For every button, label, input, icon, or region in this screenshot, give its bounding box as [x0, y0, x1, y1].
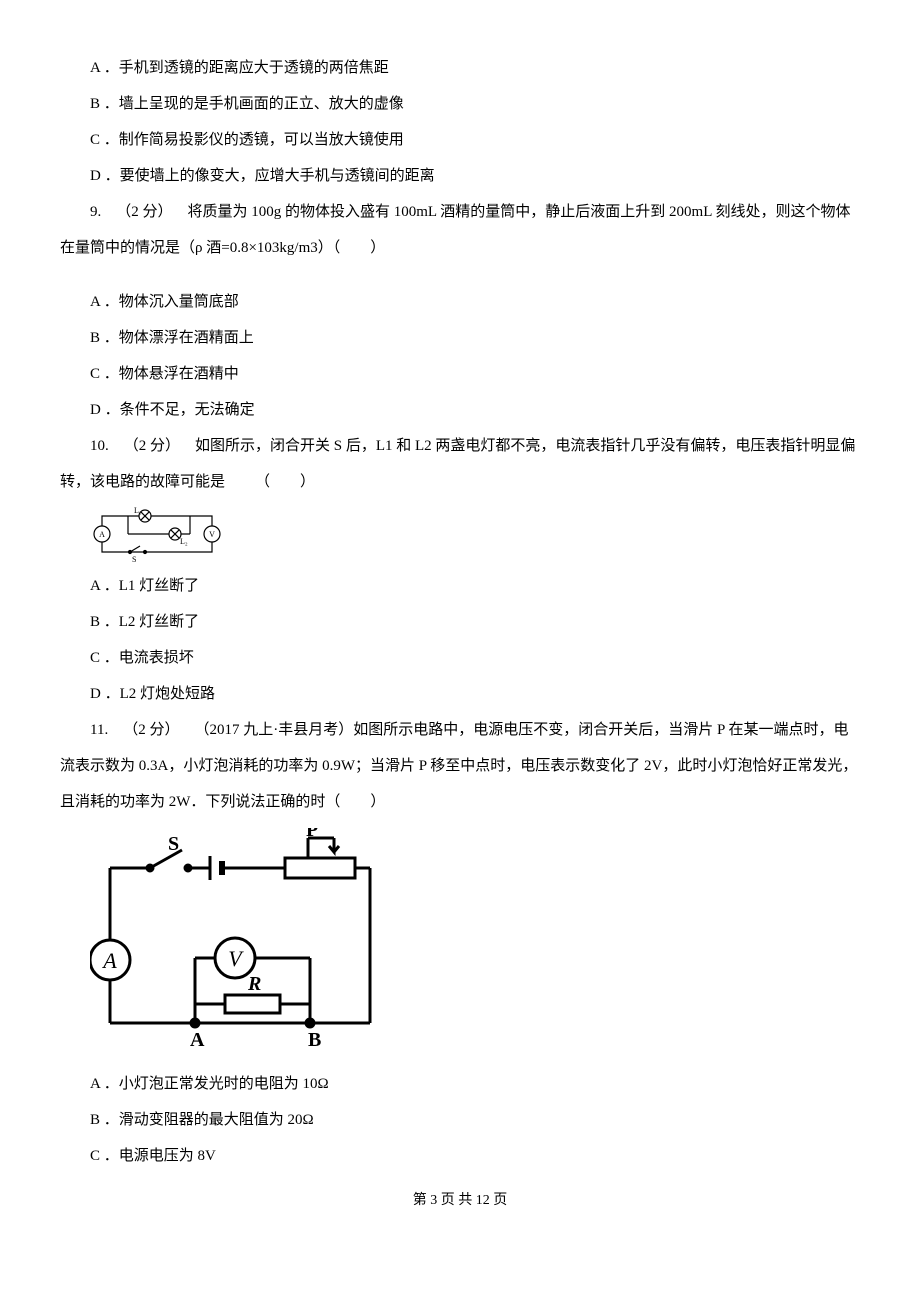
- q8-option-c: C ．制作简易投影仪的透镜，可以当放大镜使用: [60, 122, 860, 158]
- q10-stem: 10. （2 分） 如图所示，闭合开关 S 后，L1 和 L2 两盏电灯都不亮，…: [60, 428, 860, 500]
- svg-text:L₁: L₁: [134, 506, 142, 515]
- q8-option-a: A ．手机到透镜的距离应大于透镜的两倍焦距: [60, 50, 860, 86]
- q9-option-d: D ．条件不足，无法确定: [60, 392, 860, 428]
- svg-text:R: R: [247, 973, 261, 995]
- q11-option-b: B ．滑动变阻器的最大阻值为 20Ω: [60, 1102, 860, 1138]
- q11-stem: 11. （2 分） （2017 九上·丰县月考）如图所示电路中，电源电压不变，闭…: [60, 712, 860, 820]
- q10-option-c: C ．电流表损坏: [60, 640, 860, 676]
- q11-circuit-diagram: A V S P R A B: [90, 828, 860, 1058]
- q9-option-b: B ．物体漂浮在酒精面上: [60, 320, 860, 356]
- q8-option-d: D ．要使墙上的像变大，应增大手机与透镜间的距离: [60, 158, 860, 194]
- svg-text:S: S: [168, 833, 179, 855]
- q10-option-d: D ．L2 灯炮处短路: [60, 676, 860, 712]
- svg-text:A: A: [99, 530, 105, 539]
- svg-text:V: V: [209, 530, 215, 539]
- q11-option-c: C ．电源电压为 8V: [60, 1138, 860, 1174]
- svg-text:S: S: [132, 555, 136, 564]
- q8-option-b: B ．墙上呈现的是手机画面的正立、放大的虚像: [60, 86, 860, 122]
- page-footer: 第 3 页 共 12 页: [60, 1184, 860, 1218]
- q10-option-b: B ．L2 灯丝断了: [60, 604, 860, 640]
- q9-option-a: A ．物体沉入量筒底部: [60, 284, 860, 320]
- svg-text:A: A: [190, 1029, 205, 1051]
- svg-text:P: P: [306, 828, 318, 841]
- svg-text:A: A: [101, 948, 117, 973]
- q10-option-a: A ．L1 灯丝断了: [60, 568, 860, 604]
- q9-option-c: C ．物体悬浮在酒精中: [60, 356, 860, 392]
- q9-stem: 9. （2 分） 将质量为 100g 的物体投入盛有 100mL 酒精的量筒中，…: [60, 194, 860, 266]
- svg-text:B: B: [308, 1029, 321, 1051]
- q11-option-a: A ．小灯泡正常发光时的电阻为 10Ω: [60, 1066, 860, 1102]
- q10-circuit-diagram: A V L₁ L₂ S: [90, 504, 860, 564]
- svg-text:L₂: L₂: [180, 537, 188, 546]
